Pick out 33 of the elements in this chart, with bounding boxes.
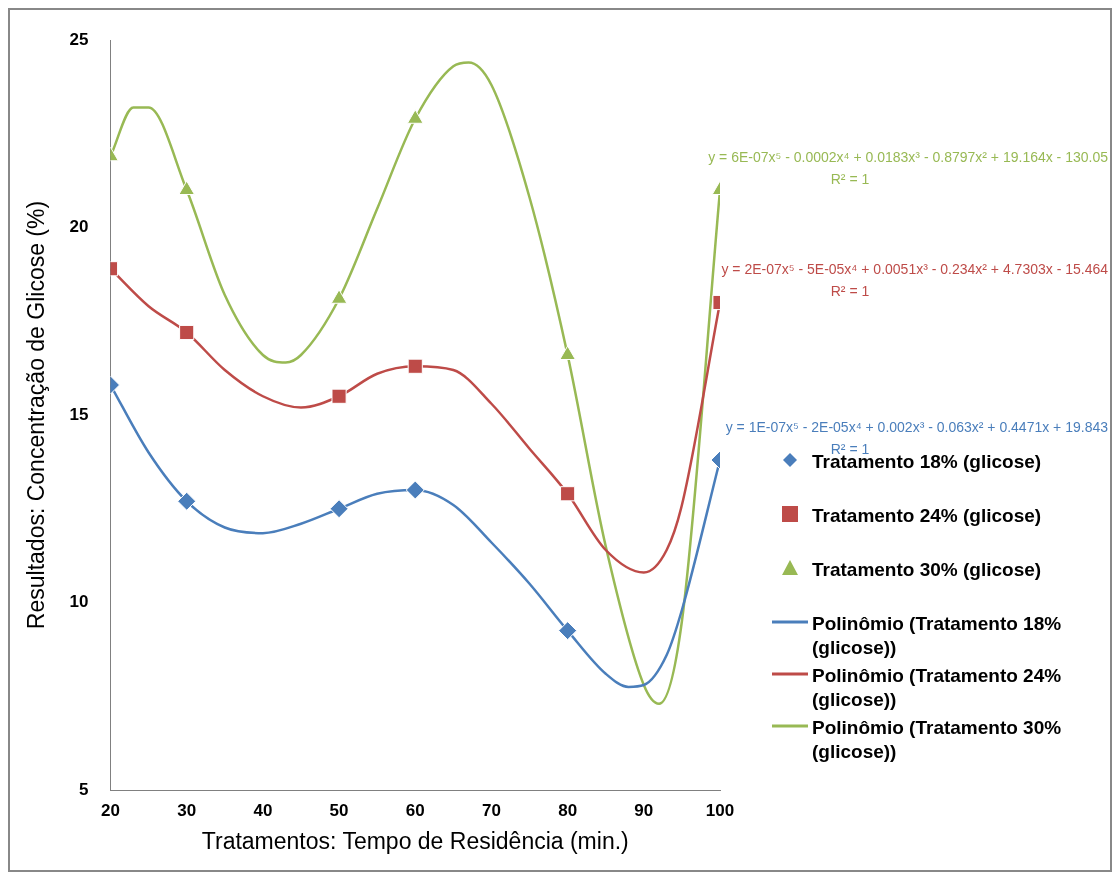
point [407,358,423,374]
y-tick-label: 5 [79,779,89,799]
legend-label: Tratamento 24% (glicose) [812,504,1042,528]
x-axis-title: Tratamentos: Tempo de Residência (min.) [201,827,629,854]
y-tick-label: 25 [69,29,89,49]
point [331,388,347,404]
text: y = 2E-07x⁵ - 5E-05x⁴ + 0.0051x³ - 0.234x² + 4.7303x - 15.464 [721,261,1109,278]
x-tick-label: 50 [329,800,349,820]
legend-label: Polinômio (Tratamento 18% (glicose)) [812,612,1063,660]
line-series [110,61,720,705]
legend-label: Polinômio (Tratamento 24% (glicose)) [812,664,1063,712]
x-tick-label: 80 [558,800,578,820]
x-tick-label: 90 [634,800,654,820]
annotation: y = 6E-07x⁵ - 0.0002x⁴ + 0.0183x³ - 0.8797x² + 19.164x - 130.05 [708,148,1109,165]
x-tick-label: 70 [481,800,501,820]
y-tick-label: 20 [69,217,89,237]
y-axis-title: Resultados: Concentração de Glicose (%) [23,200,50,630]
text: R² = 1 [830,170,870,187]
x-tick-label: 20 [101,800,120,820]
x-tick-label: 30 [177,800,197,820]
point [330,289,348,304]
x-tick-label: 100 [705,800,735,820]
x-tick-label: 60 [405,800,425,820]
y-tick-label: 15 [69,404,89,424]
text: y = 1E-07x⁵ - 2E-05x⁴ + 0.002x³ - 0.063x² + 0.4471x + 19.843 [725,418,1109,435]
x-tick-label: 40 [253,800,273,820]
y-tick-label: 10 [69,592,89,612]
legend-label: Polinômio (Tratamento 30% (glicose)) [812,716,1063,764]
text: R² = 1 [830,283,870,300]
legend-label: Tratamento 30% (glicose) [812,558,1042,582]
point [405,480,425,500]
point [406,109,424,124]
point [329,499,349,519]
